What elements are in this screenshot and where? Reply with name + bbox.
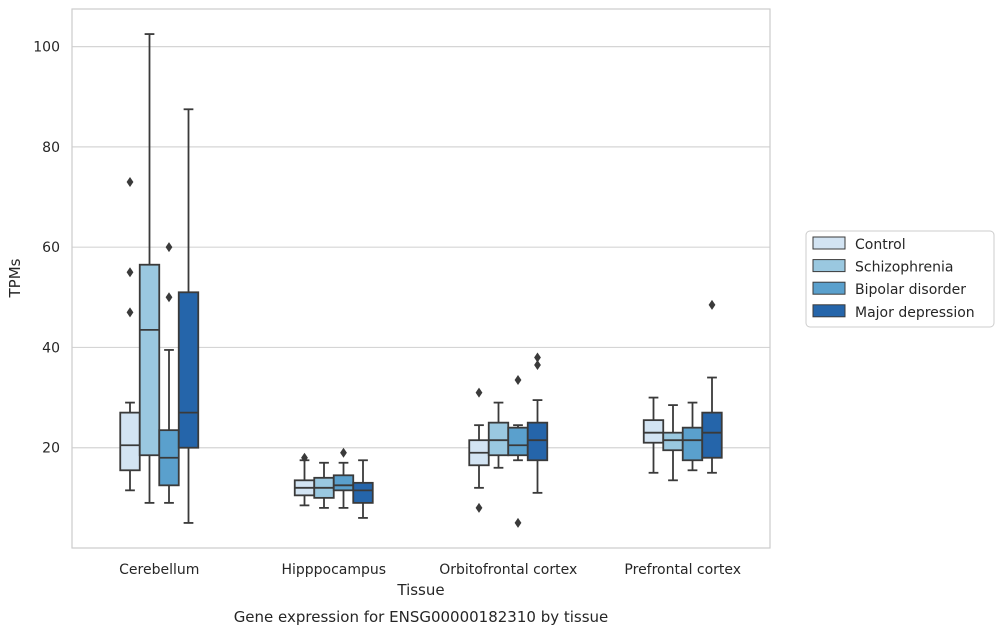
box-iqr [526,421,549,462]
box-iqr [701,411,723,459]
box-iqr [177,291,200,449]
outlier-point [514,517,522,528]
outlier-point [534,352,541,363]
chart-caption: Gene expression for ENSG00000182310 by t… [234,608,609,626]
outlier-point [475,387,483,398]
box-1-3 [352,459,374,519]
legend-entry: Schizophrenia [855,260,953,276]
outlier-point [301,452,308,463]
y-tick-label: 60 [42,240,60,256]
legend-entry: Control [855,237,906,253]
box-2-2 [507,375,529,528]
x-tick-label: Hipppocampus [281,562,386,578]
x-tick-label: Cerebellum [119,562,199,578]
box-0-3 [177,108,200,524]
outlier-point [126,307,134,318]
box-1-0 [293,452,316,507]
outlier-point [708,299,716,310]
y-tick-label: 80 [42,140,60,156]
outlier-point [165,292,173,303]
box-1-2 [332,447,355,509]
y-axis-ticks: 20 40 60 80 100 [33,40,60,457]
legend-entry: Major depression [855,305,975,321]
outlier-point [126,176,134,187]
x-axis-label: Tissue [396,581,444,599]
box-iqr [138,263,161,457]
box-3-0 [642,396,665,474]
box-3-2 [681,401,704,472]
box-0-2 [158,242,180,504]
legend-swatch [812,304,846,318]
box-2-3 [526,352,549,494]
y-axis-label: TPMs [6,258,24,298]
box-iqr [507,426,529,457]
outlier-point [534,359,541,370]
box-1-1 [313,461,335,509]
legend: Control Schizophrenia Bipolar disorder Majo… [805,230,995,328]
legend-entry: Bipolar disorder [855,282,966,298]
boxes [119,33,723,528]
y-tick-label: 20 [42,441,60,457]
outlier-point [514,375,522,386]
x-tick-label: Orbitofrontal cortex [439,562,577,578]
y-tick-label: 100 [33,40,60,56]
legend-swatch [812,259,846,273]
outlier-point [126,267,134,278]
box-2-1 [487,401,510,469]
box-0-1 [138,33,161,504]
x-tick-label: Prefrontal cortex [624,562,741,578]
box-3-1 [662,404,684,482]
box-0-0 [119,176,141,492]
box-iqr [681,426,704,462]
x-axis-ticks: Cerebellum Hipppocampus Orbitofrontal cort… [119,562,741,578]
outlier-point [165,242,173,253]
box-iqr [119,411,141,472]
plot-frame [71,8,771,549]
outlier-point [340,447,347,458]
outlier-point [475,502,483,513]
legend-frame [805,230,995,328]
box-iqr [642,419,665,444]
grid-lines [72,46,770,449]
box-iqr [352,481,374,504]
box-iqr [662,431,684,452]
box-iqr [332,474,355,492]
box-3-3 [701,299,723,474]
box-iqr [487,421,510,457]
legend-swatch [812,236,846,250]
legend-swatch [812,281,846,295]
y-tick-label: 40 [42,340,60,356]
box-2-0 [468,387,490,513]
